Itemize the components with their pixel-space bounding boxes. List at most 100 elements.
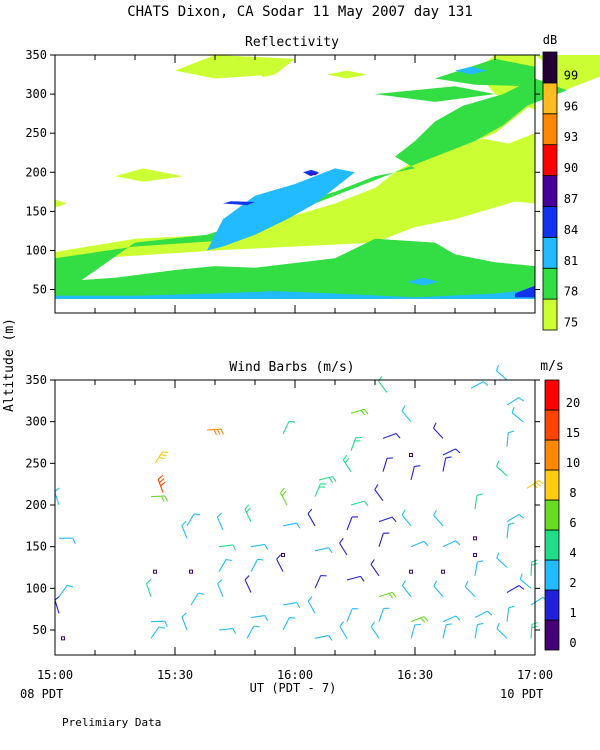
wind-barb [401,405,412,423]
wind-barb [496,622,508,639]
wind-barb [519,573,532,589]
wind-barb [244,504,252,522]
reflectivity-colorbar: 75 78 81 84 87 90 93 96 99 [542,51,578,331]
wind-barb [350,500,369,507]
wind-barb [401,580,412,598]
wind-barb [410,465,421,481]
y-tick-label: 350 [25,48,47,62]
wind-barb [250,615,269,622]
wind-barb [339,538,348,556]
x-tick-label: 16:30 [397,668,433,682]
colorbar-label: 99 [564,68,578,82]
y-tick-label: 200 [25,165,47,179]
wind-barb [150,626,165,639]
contour-78-2 [435,58,535,87]
contour-75-6 [255,70,275,77]
wind-barb [314,634,333,641]
wind-barb [506,585,525,593]
contour-81-1 [55,289,535,299]
y-tick-label: 200 [25,498,47,512]
wind-barb [464,580,476,598]
wind-barb [496,460,508,477]
x-tick-label: 15:00 [37,668,73,682]
wind-barb [276,554,284,572]
wind-barb [282,616,296,631]
altitude-label: Altitude (m) [2,318,17,412]
wind-barb [511,406,524,423]
wind-barb [145,579,152,597]
colorbar-swatch-84 [542,206,558,238]
wind-barb [442,448,461,456]
wind-barb [350,437,362,452]
wind-barb [150,620,168,627]
wind-barb [217,579,224,597]
reflectivity-contours [55,55,600,299]
contour-84-1 [303,169,319,177]
colorbar-swatch-87 [542,175,558,207]
contour-81-0 [207,168,355,251]
x-local-start: 08 PDT [20,687,63,701]
colorbar-swatch-81 [542,236,558,269]
wind-barb [410,540,429,548]
wind-calm-mark [153,569,157,574]
colorbar-label: 2 [569,576,576,590]
reflectivity-title: Reflectivity [245,35,339,50]
wind-barbs [54,364,548,641]
wind-barb [442,540,461,548]
wind-barb [506,522,515,539]
wind-barb [350,408,369,416]
contour-81-3 [455,66,487,75]
wind-barb [150,495,168,502]
wind-barb [506,513,525,523]
y-tick-label: 250 [25,126,47,140]
contour-78-1 [55,238,535,299]
wind-barb [346,608,359,622]
colorbar-swatch-1 [544,589,560,621]
wind-barb [218,627,237,635]
contour-75-2 [175,55,295,79]
wind-barb [314,483,327,497]
colorbar-label: 93 [564,130,578,144]
wind-barb [378,532,390,547]
y-tick-label: 50 [33,283,47,297]
colorbar-swatch-96 [542,82,558,115]
wind-barb [410,616,429,623]
wind-barb [433,509,444,527]
wind-barb [250,543,269,550]
wind-calm-mark [61,636,65,641]
colorbar-label: 6 [569,516,576,530]
wind-barb [218,558,233,572]
contour-75-4 [55,199,67,208]
wind-barb [318,476,337,483]
wind-barb [432,422,444,439]
contour-84-0 [223,201,255,206]
colorbar-label: 0 [569,636,576,650]
reflectivity-cbar-unit: dB [543,33,557,47]
wind-barb [346,575,365,582]
figure-title: CHATS Dixon, CA Sodar 11 May 2007 day 13… [127,4,473,20]
y-tick-label: 300 [25,415,47,429]
y-tick-label: 100 [25,581,47,595]
colorbar-label: 96 [564,99,578,113]
wind-barb [157,475,166,493]
contour-81-2 [407,277,439,286]
colorbar-swatch-8 [544,469,560,501]
contour-75-1 [455,55,535,299]
wind-barb [218,544,237,551]
wind-calm-mark [473,553,477,557]
wind-barb [470,381,489,389]
wind-barb [307,508,316,527]
x-axis-label: UT (PDT - 7) [250,681,337,695]
colorbar-swatch-20 [544,379,560,411]
wind-barb [506,397,524,406]
colorbar-label: 20 [566,396,580,410]
y-tick-label: 250 [25,456,47,470]
wind-barb [378,375,388,393]
wind-barb [346,516,359,531]
colorbar-label: 78 [564,285,578,299]
colorbar-label: 1 [569,606,576,620]
wind-calm-mark [409,453,413,457]
wind-barb [378,516,397,523]
colorbar-swatch-0 [544,619,560,651]
